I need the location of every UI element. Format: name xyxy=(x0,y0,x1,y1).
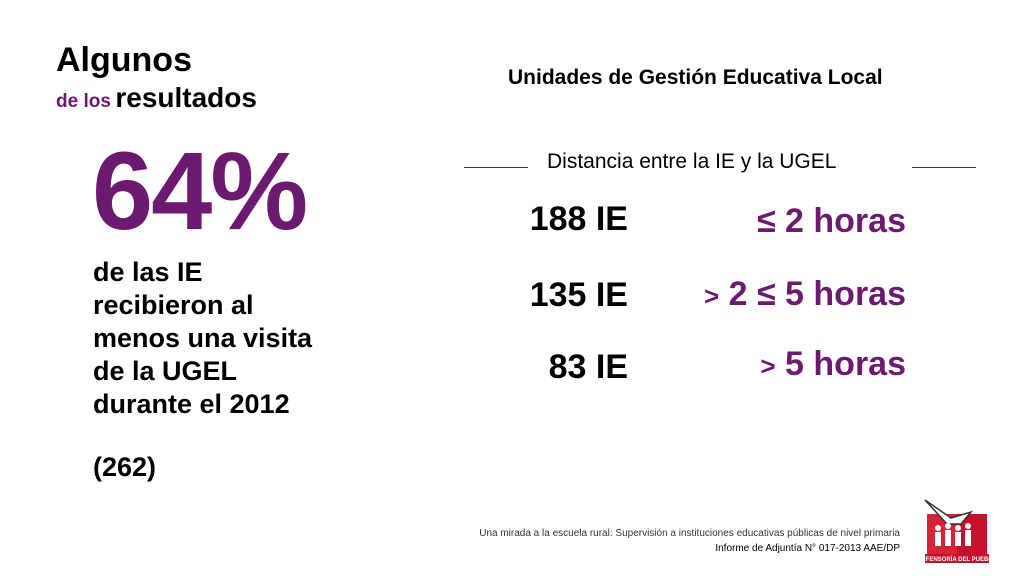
range-value: 2 ≤ 5 horas xyxy=(728,275,906,313)
description-line: durante el 2012 xyxy=(93,389,290,419)
greater-than-sign: > xyxy=(703,281,720,311)
description-line: de las IE xyxy=(93,257,203,287)
percentage-highlight: 64% xyxy=(92,130,308,253)
footer-line-2: Informe de Adjuntía N° 017-2013 AAE/DP xyxy=(715,543,900,554)
divider-left xyxy=(464,167,528,168)
description-line: recibieron al xyxy=(93,290,254,320)
svg-text:DEFENSORÍA DEL PUEBLO: DEFENSORÍA DEL PUEBLO xyxy=(921,555,991,563)
divider-right xyxy=(912,167,976,168)
heading-small-text: de los xyxy=(56,91,111,112)
ie-count-row-1: 188 IE xyxy=(529,200,628,238)
greater-than-sign: > xyxy=(760,351,776,381)
range-row-2: > 2 ≤ 5 horas xyxy=(704,275,906,314)
range-row-3: > 5 horas xyxy=(760,345,906,384)
footer-line-1: Una mirada a la escuela rural: Supervisi… xyxy=(479,528,900,539)
range-value: 5 horas xyxy=(785,345,906,383)
heading-line-1: Algunos xyxy=(56,41,192,79)
distance-header: Distancia entre la IE y la UGEL xyxy=(464,150,976,180)
heading-big-text: resultados xyxy=(115,82,257,113)
ie-count-row-2: 135 IE xyxy=(529,276,628,314)
description-line: menos una visita xyxy=(93,323,313,353)
heading-line-2: de los resultados xyxy=(56,80,257,121)
logo-emblem-icon: DEFENSORÍA DEL PUEBLO xyxy=(921,499,991,563)
defensoria-logo: DEFENSORÍA DEL PUEBLO xyxy=(921,494,991,564)
footer-citation: Una mirada a la escuela rural: Supervisi… xyxy=(479,526,900,556)
range-row-1: ≤ 2 horas xyxy=(757,202,906,241)
ugel-title: Unidades de Gestión Educativa Local xyxy=(508,66,883,89)
ie-count-row-3: 83 IE xyxy=(548,348,628,386)
range-value: ≤ 2 horas xyxy=(756,202,906,240)
percentage-description: de las IE recibieron al menos una visita… xyxy=(93,256,413,421)
description-line: de la UGEL xyxy=(93,356,238,386)
ie-total-count: (262) xyxy=(93,452,157,482)
distance-label: Distancia entre la IE y la UGEL xyxy=(547,150,837,173)
